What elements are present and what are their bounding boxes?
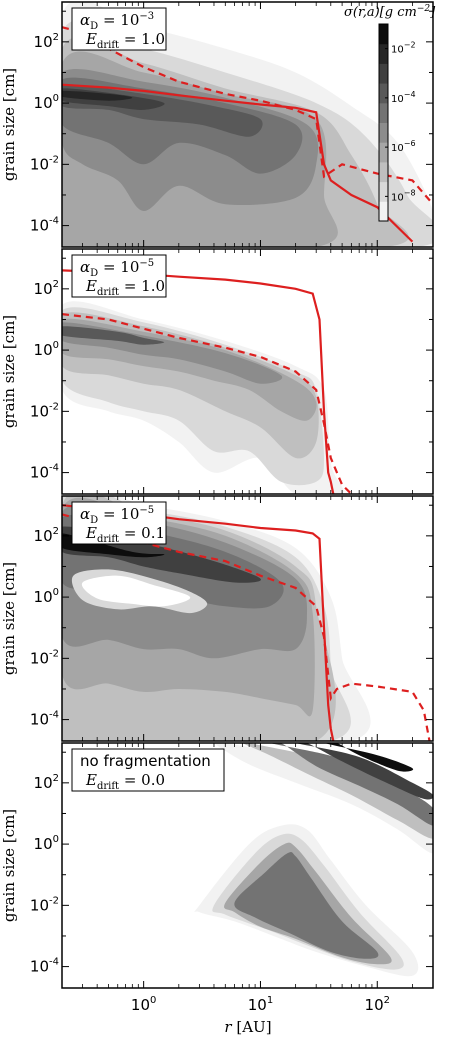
y-tick-label: 102 xyxy=(34,32,59,51)
colorbar-band xyxy=(379,43,388,64)
svg-text:Edrift = 1.0: Edrift = 1.0 xyxy=(85,30,165,51)
panel-1: 102 100 10-2 10-4 grain size [cm] xyxy=(0,248,434,495)
colorbar-band xyxy=(379,201,388,222)
legend-box-1: αD = 10−5 Edrift = 1.0 xyxy=(71,254,167,298)
colorbar-band xyxy=(379,102,388,123)
contour-level-6 xyxy=(234,851,379,959)
dashed-line xyxy=(62,313,353,494)
contour-level-9 xyxy=(62,90,133,101)
legend-box-2: αD = 10−5 Edrift = 0.1 xyxy=(71,501,167,545)
contour-level-0 xyxy=(81,575,191,607)
y-tick-label: 102 xyxy=(34,773,59,792)
y-tick-label: 100 xyxy=(34,834,59,853)
colorbar-band xyxy=(379,161,388,183)
solid-line xyxy=(62,83,414,243)
panel-frame xyxy=(61,248,434,495)
y-axis-label: grain size [cm] xyxy=(0,809,18,922)
x-tick-label: 101 xyxy=(248,995,273,1014)
colorbar-tick-label: 10−4 xyxy=(391,90,416,105)
contour-level-10 xyxy=(62,533,165,558)
colorbar-band xyxy=(379,142,388,163)
panel-3: 102 100 10-2 10-4 grain size [cm] xyxy=(0,742,434,989)
y-axis-label: grain size [cm] xyxy=(0,315,18,428)
contour-fills xyxy=(62,301,344,494)
y-tick-label: 10-4 xyxy=(30,463,59,482)
svg-text:αD = 10−5: αD = 10−5 xyxy=(80,258,154,279)
y-tick-label: 10-2 xyxy=(30,895,59,914)
panel-0: 102 100 10-2 10-4 grain size [cm] xyxy=(0,1,434,248)
dashed-line xyxy=(62,513,431,741)
colorbar: σ(r,a)[g cm−2] 10−2 10−4 10−6 10−8 xyxy=(344,4,436,222)
colorbar-tick-label: 10−2 xyxy=(391,41,416,56)
panel-frame xyxy=(61,742,434,989)
x-tick-label: 100 xyxy=(131,995,156,1014)
legend-box-0: αD = 10−3 Edrift = 1.0 xyxy=(71,7,167,51)
y-tick-label: 10-4 xyxy=(30,216,59,235)
panel-2: 102 100 10-2 10-4 grain size [cm] xyxy=(0,495,434,742)
contour-level-7 xyxy=(62,326,165,345)
colorbar-band xyxy=(379,24,388,45)
y-tick-label: 10-2 xyxy=(30,648,59,667)
panel-frame xyxy=(61,1,434,248)
y-tick-label: 10-4 xyxy=(30,710,59,729)
colorbar-tick-label: 10−8 xyxy=(391,188,416,203)
y-tick-label: 100 xyxy=(34,587,59,606)
panel-frame xyxy=(61,495,434,742)
x-axis-label: r [AU] xyxy=(224,1018,271,1036)
contour-fills xyxy=(194,743,433,977)
colorbar-title: σ(r,a)[g cm−2] xyxy=(344,4,436,20)
x-tick-label: 102 xyxy=(365,995,390,1014)
y-axis-label: grain size [cm] xyxy=(0,68,18,181)
y-tick-label: 102 xyxy=(34,526,59,545)
svg-text:Edrift = 0.1: Edrift = 0.1 xyxy=(85,524,165,545)
colorbar-band xyxy=(379,122,388,143)
y-tick-label: 10-4 xyxy=(30,957,59,976)
y-axis-label: grain size [cm] xyxy=(0,562,18,675)
contour-level-10 xyxy=(324,743,414,772)
y-tick-label: 100 xyxy=(34,93,59,112)
colorbar-tick-label: 10−6 xyxy=(391,139,416,154)
svg-text:αD = 10−3: αD = 10−3 xyxy=(80,11,154,32)
lines xyxy=(62,26,433,243)
y-tick-label: 102 xyxy=(34,279,59,298)
contour-level-1 xyxy=(214,743,433,854)
legend-box-3: no fragmentation Edrift = 0.0 xyxy=(71,748,225,792)
y-tick-label: 100 xyxy=(34,340,59,359)
y-tick-label: 10-2 xyxy=(30,401,59,420)
colorbar-band xyxy=(379,83,388,104)
contour-level-3 xyxy=(242,743,433,839)
svg-text:Edrift = 0.0: Edrift = 0.0 xyxy=(85,771,165,792)
colorbar-band xyxy=(379,63,388,84)
svg-text:no fragmentation: no fragmentation xyxy=(80,752,211,770)
y-tick-label: 10-2 xyxy=(30,154,59,173)
svg-text:αD = 10−5: αD = 10−5 xyxy=(80,505,154,526)
svg-text:Edrift = 1.0: Edrift = 1.0 xyxy=(85,277,165,298)
contour-level-8 xyxy=(295,743,433,800)
colorbar-band xyxy=(379,181,388,202)
